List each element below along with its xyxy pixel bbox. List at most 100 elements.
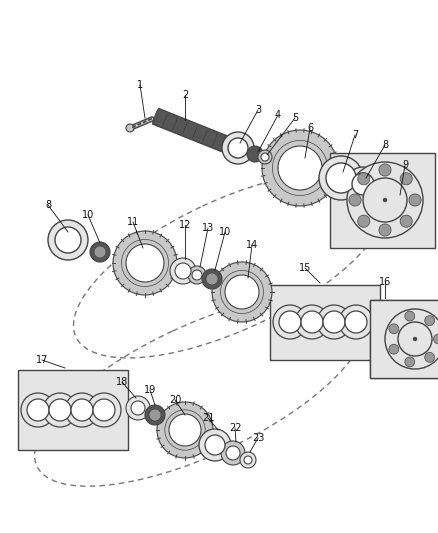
Circle shape xyxy=(261,153,269,161)
Circle shape xyxy=(258,150,272,164)
Circle shape xyxy=(425,316,434,326)
Text: 15: 15 xyxy=(299,263,311,273)
Circle shape xyxy=(90,242,110,262)
Circle shape xyxy=(379,164,391,176)
Bar xyxy=(370,300,438,378)
Circle shape xyxy=(363,178,407,222)
Circle shape xyxy=(425,352,434,362)
Text: 13: 13 xyxy=(202,223,214,233)
Circle shape xyxy=(383,198,387,202)
Circle shape xyxy=(205,435,225,455)
Circle shape xyxy=(247,146,263,162)
Text: 2: 2 xyxy=(182,90,188,100)
Circle shape xyxy=(175,263,191,279)
Circle shape xyxy=(326,163,356,193)
Circle shape xyxy=(157,402,213,458)
Text: 10: 10 xyxy=(82,210,94,220)
Circle shape xyxy=(113,231,177,295)
Text: 20: 20 xyxy=(169,395,181,405)
Circle shape xyxy=(131,401,145,415)
Text: 9: 9 xyxy=(402,160,408,170)
Circle shape xyxy=(94,246,106,258)
Circle shape xyxy=(228,138,248,158)
Circle shape xyxy=(192,270,202,280)
Circle shape xyxy=(413,337,417,341)
Text: 22: 22 xyxy=(229,423,241,433)
Circle shape xyxy=(262,130,338,206)
Circle shape xyxy=(221,441,245,465)
Circle shape xyxy=(170,258,196,284)
Text: 16: 16 xyxy=(379,277,391,287)
Circle shape xyxy=(319,156,363,200)
Circle shape xyxy=(199,429,231,461)
Text: 7: 7 xyxy=(352,130,358,140)
Text: 8: 8 xyxy=(45,200,51,210)
Circle shape xyxy=(244,456,252,464)
Circle shape xyxy=(295,305,329,339)
Circle shape xyxy=(222,132,254,164)
Circle shape xyxy=(145,405,165,425)
Circle shape xyxy=(400,173,412,185)
Circle shape xyxy=(126,396,150,420)
Circle shape xyxy=(434,334,438,344)
Circle shape xyxy=(323,311,345,333)
Text: 10: 10 xyxy=(219,227,231,237)
Circle shape xyxy=(352,173,374,195)
Circle shape xyxy=(27,399,49,421)
Circle shape xyxy=(206,273,218,285)
Bar xyxy=(330,153,435,248)
Circle shape xyxy=(65,393,99,427)
Text: 6: 6 xyxy=(307,123,313,133)
Circle shape xyxy=(126,244,164,282)
Circle shape xyxy=(389,344,399,354)
Circle shape xyxy=(48,220,88,260)
Circle shape xyxy=(212,262,272,322)
Text: 19: 19 xyxy=(144,385,156,395)
Circle shape xyxy=(149,409,161,421)
Text: 17: 17 xyxy=(36,355,48,365)
Circle shape xyxy=(346,167,380,201)
Circle shape xyxy=(398,322,432,356)
Circle shape xyxy=(87,393,121,427)
Circle shape xyxy=(278,146,322,190)
Circle shape xyxy=(358,215,370,227)
Circle shape xyxy=(93,399,115,421)
Circle shape xyxy=(279,311,301,333)
Circle shape xyxy=(400,215,412,227)
Circle shape xyxy=(358,173,370,185)
Circle shape xyxy=(301,311,323,333)
Circle shape xyxy=(49,399,71,421)
Circle shape xyxy=(55,227,81,253)
Circle shape xyxy=(273,305,307,339)
Circle shape xyxy=(385,309,438,369)
Circle shape xyxy=(169,414,201,446)
Text: 4: 4 xyxy=(275,110,281,120)
Circle shape xyxy=(349,194,361,206)
Bar xyxy=(270,285,380,360)
Circle shape xyxy=(409,194,421,206)
Circle shape xyxy=(43,393,77,427)
Circle shape xyxy=(188,266,206,284)
Text: 3: 3 xyxy=(255,105,261,115)
Circle shape xyxy=(339,305,373,339)
Text: 12: 12 xyxy=(179,220,191,230)
Text: 18: 18 xyxy=(116,377,128,387)
Circle shape xyxy=(202,269,222,289)
Text: 23: 23 xyxy=(252,433,264,443)
Circle shape xyxy=(405,357,415,367)
Circle shape xyxy=(347,162,423,238)
Text: 14: 14 xyxy=(246,240,258,250)
Text: 11: 11 xyxy=(127,217,139,227)
Circle shape xyxy=(345,311,367,333)
Circle shape xyxy=(126,124,134,132)
Circle shape xyxy=(240,452,256,468)
Text: 21: 21 xyxy=(202,413,214,423)
Circle shape xyxy=(226,446,240,460)
Circle shape xyxy=(379,224,391,236)
Circle shape xyxy=(405,311,415,321)
Circle shape xyxy=(21,393,55,427)
Circle shape xyxy=(225,275,259,309)
Circle shape xyxy=(317,305,351,339)
Text: 5: 5 xyxy=(292,113,298,123)
Circle shape xyxy=(389,324,399,334)
